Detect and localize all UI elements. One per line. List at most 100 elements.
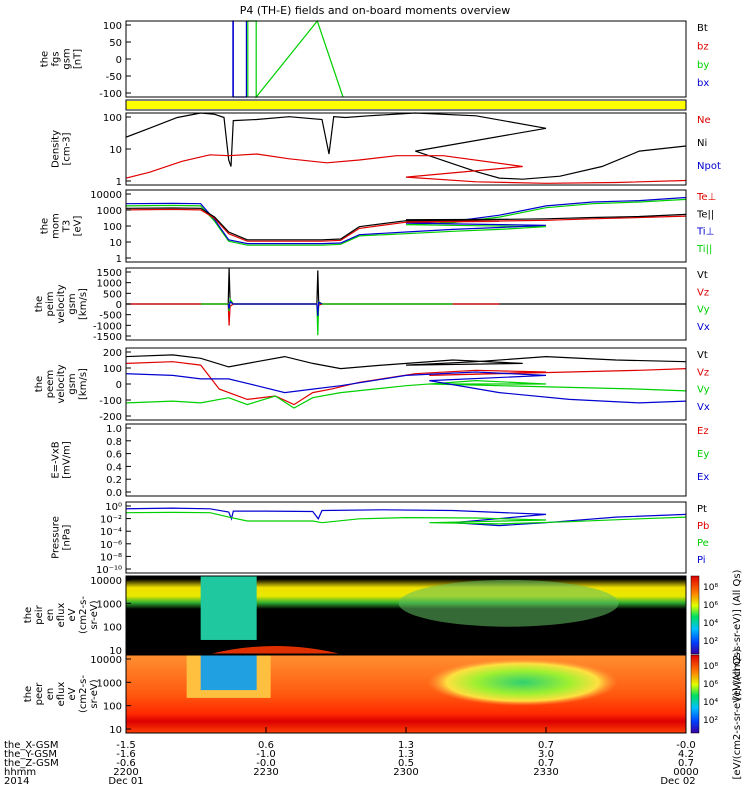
colorbar-tick-peir: 10⁸ <box>703 583 718 593</box>
series-pressure-Pi <box>125 507 687 527</box>
date-start-label: Dec 01 <box>108 776 143 787</box>
series-peem-Vy <box>125 379 687 409</box>
ylabel-peir: peir <box>34 604 45 624</box>
legend-pressure-Pe: Pe <box>697 538 709 549</box>
ylabel-fgs: fgs <box>51 51 62 66</box>
legend-density-Ne: Ne <box>697 115 711 126</box>
peir-plasma-region <box>398 579 619 627</box>
ylabel-peir: eflux <box>56 603 67 628</box>
ephem-label-0: the_X-GSM <box>4 740 58 751</box>
ephem-value-3-3: 2330 <box>533 767 558 778</box>
ytick-label-density: 10 <box>109 145 122 156</box>
ylabel-pressure: [nPa] <box>62 524 73 550</box>
ytick-label-peir: 100 <box>103 623 122 634</box>
colorbar-label-peer: [eV/(cm2-s-sr-eV)] (All Qs) <box>732 648 743 779</box>
ytick-label-efield: 1.0 <box>106 424 122 435</box>
legend-efield-Ez: Ez <box>697 426 709 437</box>
ylabel-peem: gsm <box>67 373 78 394</box>
legend-peem-Vz: Vz <box>697 367 709 378</box>
legend-efield-Ey: Ey <box>697 449 709 460</box>
ylabel-peim: the <box>34 296 45 312</box>
legend-pressure-Pi: Pi <box>697 555 706 566</box>
panel-frame-flags <box>125 99 687 111</box>
legend-moments-Te||: Te|| <box>696 209 714 220</box>
ytick-label-fgs: 0 <box>116 55 122 66</box>
colorbar-peer <box>690 654 700 734</box>
ephem-value-0-4: -0.0 <box>676 740 696 751</box>
series-density-Ne <box>125 153 687 184</box>
ylabel-density: [cm-3] <box>62 132 73 165</box>
series-moments-Ti|| <box>125 198 687 246</box>
ytick-label-peim: -500 <box>99 311 122 322</box>
peer-plasma-region <box>427 658 618 706</box>
plot-title: P4 (TH-E) fields and on-board moments ov… <box>240 4 511 17</box>
ephem-value-3-4: 0000 <box>673 767 698 778</box>
ylabel-peer: (cm2-s- <box>78 675 89 713</box>
ylabel-peer: sr-eV) <box>89 679 100 708</box>
colorbar-tick-peer: 10² <box>703 716 718 726</box>
ephem-value-1-2: 1.3 <box>398 749 414 760</box>
ytick-label-peem: -200 <box>99 412 122 423</box>
series-peim-Vt <box>126 267 686 305</box>
ytick-label-fgs: -50 <box>106 72 122 83</box>
series-moments-Te⊥ <box>125 208 687 242</box>
ytick-label-fgs: 50 <box>109 38 122 49</box>
ylabel-peir: en <box>45 609 56 622</box>
ephem-value-1-4: 4.2 <box>678 749 694 760</box>
ytick-label-density: 100 <box>103 113 122 124</box>
ytick-label-peir: 10 <box>109 646 122 657</box>
legend-pressure-Pb: Pb <box>697 521 709 532</box>
ephem-value-3-1: 2230 <box>253 767 278 778</box>
legend-fgs-bx: bx <box>697 78 709 89</box>
ylabel-peem: peem <box>45 370 56 398</box>
legend-fgs-by: by <box>697 60 709 71</box>
ytick-label-moments: 1000 <box>97 206 122 217</box>
ylabel-fgs: the <box>40 51 51 67</box>
peir-sheath-block <box>200 576 257 640</box>
panel-frame-moments <box>125 189 687 263</box>
colorbar-tick-peer: 10⁸ <box>703 662 718 672</box>
ephem-value-2-4: 0.7 <box>678 758 694 769</box>
legend-density-Ni: Ni <box>697 138 707 149</box>
ylabel-peer: eflux <box>56 682 67 707</box>
panel-frame-efield <box>125 423 687 497</box>
series-peim-Vx <box>227 300 323 317</box>
colorbar-tick-peir: 10² <box>703 637 718 647</box>
ylabel-peir: the <box>23 607 34 623</box>
legend-efield-Ex: Ex <box>697 472 709 483</box>
series-peem-Vx <box>125 371 687 404</box>
ytick-label-moments: 10000 <box>90 190 122 201</box>
ephem-value-0-2: 1.3 <box>398 740 414 751</box>
ylabel-peer: eV <box>67 687 78 700</box>
ytick-label-moments: 100 <box>103 222 122 233</box>
ytick-label-efield: 0.6 <box>106 450 122 461</box>
ephem-value-1-3: 3.0 <box>538 749 554 760</box>
ytick-label-fgs: -100 <box>99 89 122 100</box>
ephem-value-3-0: 2200 <box>113 767 138 778</box>
ylabel-peim: velocity <box>56 284 67 323</box>
ytick-label-peim: 1000 <box>97 279 122 290</box>
ephem-label-2: the_Z-GSM <box>4 758 59 769</box>
ephem-value-0-0: -1.5 <box>116 740 136 751</box>
legend-peim-Vx: Vx <box>697 322 710 333</box>
legend-peem-Vx: Vx <box>697 402 710 413</box>
legend-moments-Te⊥: Te⊥ <box>696 192 716 203</box>
series-peim-Vz <box>126 303 500 326</box>
ytick-label-moments: 10 <box>109 238 122 249</box>
ytick-label-peim: 0 <box>116 300 122 311</box>
series-peem-Vz <box>125 361 687 406</box>
legend-moments-Ti||: Ti|| <box>696 244 712 255</box>
ytick-label-peer: 1000 <box>97 678 122 689</box>
ytick-label-efield: 0.0 <box>106 488 122 499</box>
legend-fgs-Bt: Bt <box>697 23 708 34</box>
colorbar-label-peir: [eV/(cm2-s-sr-eV)] (All Qs) <box>732 569 743 700</box>
ytick-label-density: 1 <box>116 177 122 188</box>
ytick-label-peem: 200 <box>103 348 122 359</box>
ylabel-peim: peim <box>45 291 56 316</box>
ytick-label-moments: 1 <box>116 254 122 265</box>
series-pressure-Pe <box>125 511 687 525</box>
ylabel-peim: [km/s] <box>78 288 89 320</box>
legend-peem-Vy: Vy <box>697 385 710 396</box>
colorbar-tick-peir: 10⁴ <box>703 619 718 629</box>
colorbar-tick-peer: 10⁴ <box>703 698 718 708</box>
